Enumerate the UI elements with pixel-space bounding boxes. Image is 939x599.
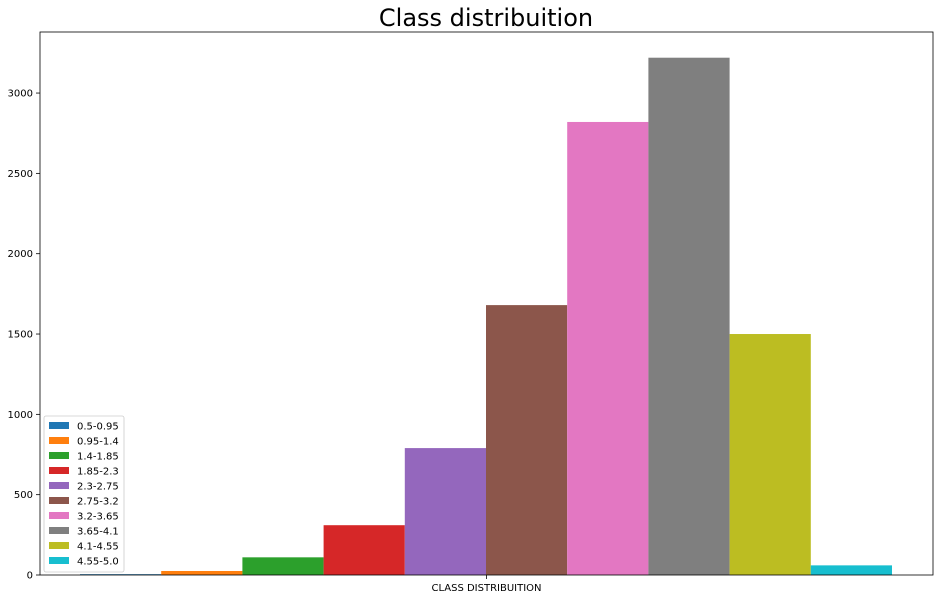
bar-4.1-4.55 xyxy=(729,334,811,575)
chart-title: Class distribuition xyxy=(379,4,593,32)
bar-1.4-1.85 xyxy=(242,557,324,575)
y-axis: 0 500 1000 1500 2000 2500 3000 xyxy=(8,89,40,582)
bar-2.3-2.75 xyxy=(404,448,486,575)
y-tick-label: 2000 xyxy=(8,249,33,260)
legend-label-3.65-4.1: 3.65-4.1 xyxy=(77,527,119,538)
legend-swatch-0.95-1.4 xyxy=(49,437,69,444)
y-tick-label: 3000 xyxy=(8,89,33,100)
legend-swatch-3.2-3.65 xyxy=(49,512,69,519)
legend: 0.5-0.95 0.95-1.4 1.4-1.85 1.85-2.3 2.3-2.75… xyxy=(43,415,125,573)
bar-2.75-3.2 xyxy=(486,305,568,575)
legend-label-4.1-4.55: 4.1-4.55 xyxy=(77,542,119,553)
bar-0.95-1.4 xyxy=(161,570,243,575)
x-axis: CLASS DISTRIBUITION xyxy=(431,575,542,594)
y-tick-label: 500 xyxy=(14,490,33,501)
bar-3.2-3.65 xyxy=(567,121,649,575)
y-tick-label: 1000 xyxy=(8,410,33,421)
bars-group xyxy=(80,57,892,575)
legend-swatch-2.3-2.75 xyxy=(49,482,69,489)
y-tick-label: 1500 xyxy=(8,330,33,341)
legend-label-0.95-1.4: 0.95-1.4 xyxy=(77,437,119,448)
legend-swatch-0.5-0.95 xyxy=(49,422,69,429)
legend-label-1.4-1.85: 1.4-1.85 xyxy=(77,452,119,463)
legend-swatch-1.85-2.3 xyxy=(49,467,69,474)
legend-label-0.5-0.95: 0.5-0.95 xyxy=(77,422,119,433)
legend-swatch-1.4-1.85 xyxy=(49,452,69,459)
bar-4.55-5.0 xyxy=(810,565,892,575)
legend-swatch-3.65-4.1 xyxy=(49,527,69,534)
legend-swatch-4.1-4.55 xyxy=(49,542,69,549)
legend-label-3.2-3.65: 3.2-3.65 xyxy=(77,512,119,523)
legend-swatch-4.55-5.0 xyxy=(49,557,69,564)
bar-1.85-2.3 xyxy=(323,525,405,575)
legend-label-1.85-2.3: 1.85-2.3 xyxy=(77,467,119,478)
y-tick-label: 0 xyxy=(27,571,33,582)
legend-label-4.55-5.0: 4.55-5.0 xyxy=(77,557,119,568)
x-tick-label: CLASS DISTRIBUITION xyxy=(431,583,541,594)
y-tick-label: 2500 xyxy=(8,169,33,180)
plot-frame xyxy=(39,31,934,576)
legend-label-2.75-3.2: 2.75-3.2 xyxy=(77,497,119,508)
legend-swatch-2.75-3.2 xyxy=(49,497,69,504)
bar-0.5-0.95 xyxy=(80,574,162,575)
legend-label-2.3-2.75: 2.3-2.75 xyxy=(77,482,119,493)
bar-3.65-4.1 xyxy=(648,57,730,575)
